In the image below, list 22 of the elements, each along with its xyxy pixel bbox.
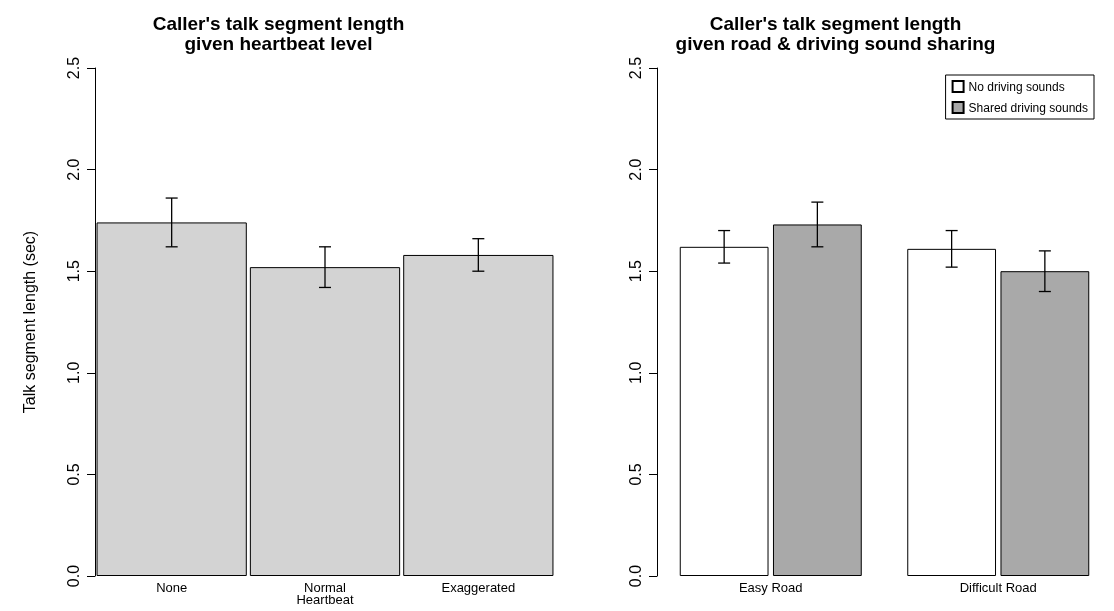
y-axis-title: Talk segment length (sec) [20,230,38,414]
y-tick-label: 2.5 [626,56,644,80]
y-tick-label: 2.0 [64,158,82,181]
legend-label: No driving sounds [968,79,1065,94]
y-tick-label: 1.0 [626,361,644,384]
x-tick-label: None [156,579,188,595]
chart-title: Caller's talk segment length given heartbeat level [152,12,405,54]
x-tick-label: Exaggerated [441,579,516,595]
y-tick-label: 0.0 [626,564,644,588]
chart-title: Caller's talk segment length given road & driving sound sharing [675,12,996,54]
y-tick-label: 0.5 [64,463,82,486]
legend-label: Shared driving sounds [968,100,1089,115]
y-tick-label: 0.5 [626,463,644,486]
y-tick-label: 1.5 [626,259,644,283]
y-tick-label: 1.0 [64,361,82,384]
x-tick-label: Difficult Road [959,579,1037,595]
x-tick-label: Easy Road [738,579,803,595]
y-tick-label: 1.5 [64,259,82,283]
y-tick-label: 0.0 [64,564,82,588]
x-tick-label: Normal Heartbeat [296,579,354,607]
y-tick-label: 2.0 [626,158,644,181]
y-tick-label: 2.5 [64,56,82,80]
